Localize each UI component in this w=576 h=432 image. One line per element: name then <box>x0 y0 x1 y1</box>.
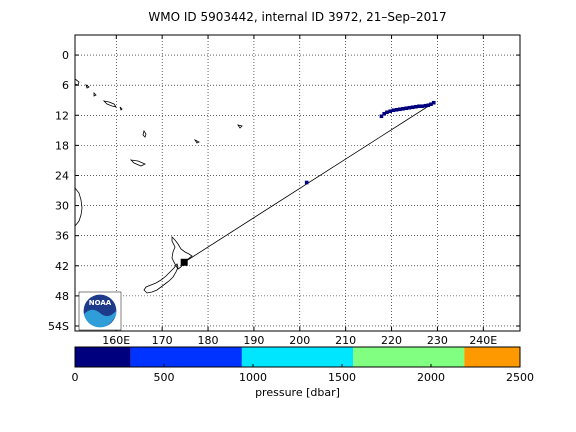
grid <box>75 35 520 331</box>
y-tick-label: 12 <box>55 109 69 122</box>
colorbar-bin <box>75 347 131 367</box>
profile-point <box>426 103 431 108</box>
colorbar-tick-label: 1000 <box>239 371 267 384</box>
profile-point <box>304 180 309 185</box>
profile-point <box>417 104 421 109</box>
island-coast <box>93 92 97 97</box>
plot-frame <box>74 34 521 332</box>
profile-point <box>429 102 433 107</box>
colorbar-bin <box>464 347 520 367</box>
y-tick-label: 24 <box>55 169 69 182</box>
x-tick-label: 200 <box>289 334 310 347</box>
y-tick-label: 6 <box>62 79 69 92</box>
profile-point <box>423 103 428 108</box>
noaa-logo-text: NOAA <box>89 299 112 307</box>
profile-point <box>401 106 405 111</box>
colorbar-bin <box>241 347 354 367</box>
y-tick-label: 42 <box>55 260 69 273</box>
y-tick-label: 18 <box>55 139 69 152</box>
y-tick-label: 48 <box>55 290 69 303</box>
x-tick-label: 160E <box>102 334 130 347</box>
colorbar-bins <box>75 347 520 367</box>
profile-point <box>431 100 436 105</box>
chart-title: WMO ID 5903442, internal ID 3972, 21–Sep… <box>148 10 447 24</box>
profile-point <box>379 114 384 119</box>
south-island-coast <box>143 263 179 294</box>
profile-point <box>407 105 412 110</box>
x-tick-label: 180 <box>198 334 219 347</box>
colorbar-tick-label: 1500 <box>328 371 356 384</box>
x-tick-label: 210 <box>335 334 356 347</box>
x-tick-label: 190 <box>243 334 264 347</box>
colorbar-ticks: 0 500 1000 1500 2000 2500 <box>72 364 534 384</box>
deployment-marker <box>180 258 188 266</box>
colorbar-frame <box>74 346 521 368</box>
island-coast <box>193 138 200 144</box>
colorbar-tick-label: 2500 <box>506 371 534 384</box>
island-coast <box>85 84 90 89</box>
float-track <box>180 100 436 266</box>
profile-point <box>398 107 402 112</box>
colorbar-tick-label: 2000 <box>417 371 445 384</box>
y-tick-label: 0 <box>62 49 69 62</box>
noaa-logo: NOAA <box>78 291 122 331</box>
island-coast <box>119 106 123 111</box>
profile-point <box>382 111 387 116</box>
plot-background <box>75 35 520 331</box>
x-tick-label: 220 <box>381 334 402 347</box>
track-line <box>183 102 434 263</box>
axis-ticks: 160E 170 180 190 200 210 220 230 240E 0 6 12 18 24 30 3… <box>48 35 520 347</box>
australia-coast <box>75 187 83 227</box>
profile-point <box>414 104 418 109</box>
x-tick-label: 240E <box>469 334 497 347</box>
island-coast <box>129 159 146 167</box>
colorbar-label: pressure [dbar] <box>255 386 340 399</box>
x-tick-label: 230 <box>427 334 448 347</box>
island-coast <box>142 130 147 138</box>
y-tick-label: 54S <box>48 320 69 333</box>
profile-point <box>385 110 389 115</box>
profile-point <box>404 106 409 111</box>
profile-point <box>410 105 415 110</box>
y-tick-label: 36 <box>55 230 69 243</box>
colorbar-tick-label: 0 <box>72 371 79 384</box>
x-tick-label: 170 <box>152 334 173 347</box>
y-tick-label: 30 <box>55 200 69 213</box>
island-coast <box>102 100 117 108</box>
colorbar-tick-label: 500 <box>154 371 175 384</box>
island-coast <box>237 124 243 129</box>
colorbar-bin <box>130 347 242 367</box>
profile-point <box>420 104 425 109</box>
profile-point <box>391 108 396 113</box>
profile-point <box>394 107 399 112</box>
profile-point <box>388 109 392 114</box>
colorbar-bin <box>353 347 465 367</box>
